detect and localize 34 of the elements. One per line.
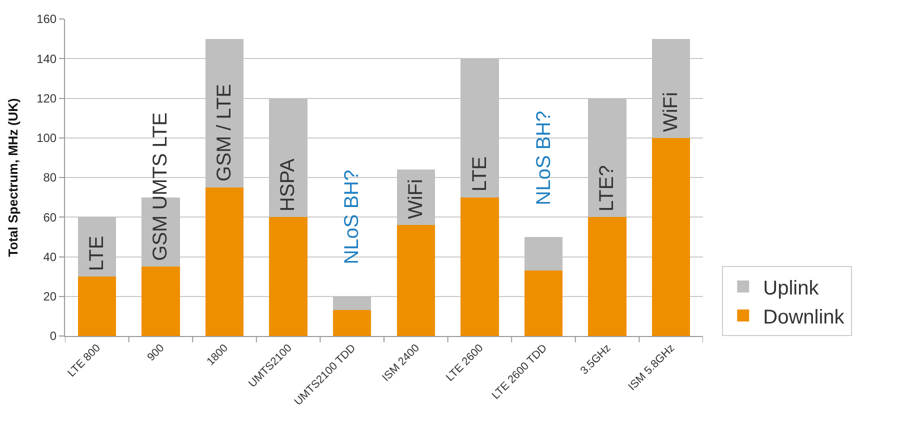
y-tick-label: 40 [43, 250, 57, 264]
y-tick-label: 0 [50, 329, 57, 344]
annotation: HSPA [277, 158, 300, 212]
y-tick-label: 120 [36, 91, 57, 106]
annotation: LTE [86, 236, 108, 271]
bar [332, 310, 372, 336]
annotation: GSM UMTS LTE [150, 112, 172, 261]
bar [142, 266, 180, 336]
bar [78, 276, 116, 336]
legend-label: Downlink [763, 306, 846, 328]
bar [460, 197, 499, 336]
y-tick-label: 140 [36, 52, 57, 66]
annotation: WiFi [404, 179, 427, 219]
y-tick-label: 100 [36, 131, 57, 146]
annotation: LTE [468, 156, 491, 192]
bar [269, 217, 308, 336]
bar [588, 217, 626, 336]
x-tick-label: LTE 800 [66, 342, 103, 380]
y-tick-label: 20 [43, 290, 57, 304]
annotation: LTE? [596, 165, 618, 212]
y-tick-label: 60 [43, 210, 57, 224]
annotation: NLoS BH? [340, 170, 363, 264]
annotation: WiFi [660, 92, 682, 132]
annotation: NLoS BH? [532, 110, 555, 206]
y-axis-title: Total Spectrum, MHz (UK) [6, 98, 21, 257]
y-tick-label: 160 [36, 12, 57, 26]
y-tick-label: 80 [43, 170, 57, 185]
bar [652, 138, 690, 336]
bar [524, 270, 563, 336]
x-tick-label: 900 [145, 342, 167, 364]
bar [396, 225, 436, 336]
legend-label: Uplink [763, 277, 820, 300]
bar [205, 187, 244, 336]
annotation: GSM / LTE [214, 84, 236, 182]
